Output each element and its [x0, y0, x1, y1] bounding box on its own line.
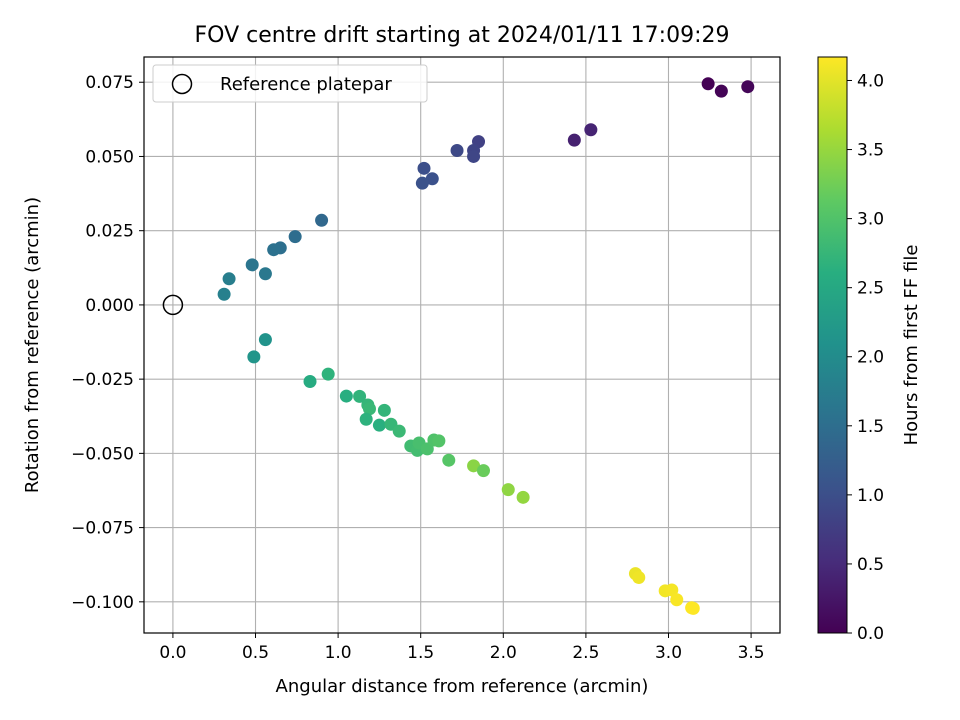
x-tick-label: 3.5 [738, 643, 765, 663]
x-tick-label: 0.5 [242, 643, 269, 663]
data-points [217, 77, 755, 615]
scatter-point [415, 176, 429, 190]
x-tick-label: 1.0 [325, 643, 352, 663]
y-tick-label: −0.100 [71, 593, 134, 613]
plot-frame [143, 56, 781, 634]
y-axis-ticks: −0.100 −0.075 −0.050 −0.025 0.000 0.025 0.050 0… [71, 73, 144, 613]
colorbar-tick-label: 2.5 [857, 279, 884, 299]
colorbar-tick-label: 1.5 [857, 417, 884, 437]
colorbar-label: Hours from first FF file [901, 245, 922, 446]
chart-title: FOV centre drift starting at 2024/01/11 … [195, 23, 730, 48]
scatter-point [258, 333, 272, 347]
scatter-point [567, 133, 581, 147]
scatter-point [258, 267, 272, 281]
legend-box [152, 64, 428, 103]
scatter-point [516, 490, 530, 504]
legend-label: Reference platepar [220, 74, 392, 95]
colorbar-ticks: 0.0 0.5 1.0 1.5 2.0 2.5 3.0 3.5 4.0 [847, 71, 884, 644]
scatter-point [339, 389, 353, 403]
x-axis-ticks: 0.0 0.5 1.0 1.5 2.0 2.5 3.0 3.5 [159, 633, 765, 663]
y-tick-label: 0.000 [85, 296, 134, 316]
scatter-point [420, 442, 434, 456]
scatter-point [417, 161, 431, 175]
scatter-point [476, 464, 490, 478]
y-tick-label: 0.050 [85, 147, 134, 167]
scatter-point [245, 258, 259, 272]
scatter-point [392, 424, 406, 438]
colorbar-tick-label: 0.5 [857, 555, 884, 575]
colorbar-gradient [817, 56, 848, 634]
scatter-point [714, 84, 728, 98]
colorbar-tick-label: 3.5 [857, 141, 884, 161]
scatter-point [665, 583, 679, 597]
scatter-point [315, 213, 329, 227]
y-tick-label: −0.050 [71, 444, 134, 464]
scatter-point [467, 459, 481, 473]
legend: Reference platepar [152, 64, 428, 103]
scatter-point [442, 453, 456, 467]
scatter-point [377, 403, 391, 417]
scatter-point [267, 243, 281, 257]
colorbar: 0.0 0.5 1.0 1.5 2.0 2.5 3.0 3.5 4.0 Hours from f… [817, 56, 922, 644]
colorbar-tick-label: 4.0 [857, 71, 884, 91]
grid [144, 57, 780, 633]
x-tick-label: 2.5 [572, 643, 599, 663]
colorbar-tick-label: 3.0 [857, 210, 884, 230]
scatter-point [362, 402, 376, 416]
scatter-point [425, 172, 439, 186]
scatter-point [359, 412, 373, 426]
scatter-point [217, 287, 231, 301]
scatter-point [467, 149, 481, 163]
scatter-point [450, 144, 464, 158]
x-tick-label: 1.5 [407, 643, 434, 663]
y-axis-label: Rotation from reference (arcmin) [22, 197, 43, 493]
legend-marker [171, 73, 193, 95]
scatter-point [670, 593, 684, 607]
scatter-point [372, 418, 386, 432]
scatter-point [432, 434, 446, 448]
scatter-point [353, 389, 367, 403]
scatter-point [741, 80, 755, 94]
y-tick-label: −0.025 [71, 370, 134, 390]
scatter-point [222, 272, 236, 286]
scatter-point [632, 570, 646, 584]
x-tick-label: 0.0 [159, 643, 186, 663]
scatter-point [321, 367, 335, 381]
y-tick-label: −0.075 [71, 519, 134, 539]
scatter-point [584, 123, 598, 137]
scatter-point [288, 230, 302, 244]
x-tick-label: 2.0 [490, 643, 517, 663]
y-tick-label: 0.025 [85, 222, 134, 242]
scatter-point [701, 77, 715, 91]
scatter-point [686, 601, 700, 615]
colorbar-tick-label: 2.0 [857, 348, 884, 368]
colorbar-tick-label: 1.0 [857, 486, 884, 506]
colorbar-tick-label: 0.0 [857, 624, 884, 644]
scatter-point [247, 350, 261, 364]
reference-marker [162, 294, 184, 316]
x-tick-label: 3.0 [655, 643, 682, 663]
scatter-point [501, 483, 515, 497]
scatter-point [303, 375, 317, 389]
y-tick-label: 0.075 [85, 73, 134, 93]
x-axis-label: Angular distance from reference (arcmin) [276, 676, 649, 697]
